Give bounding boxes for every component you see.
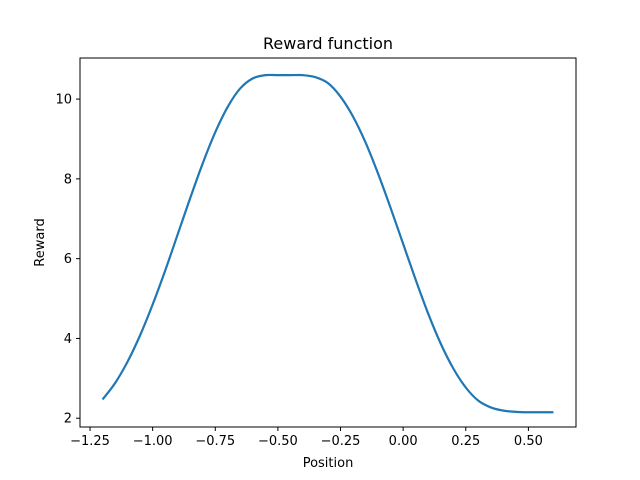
x-axis-label: Position [303, 456, 354, 471]
reward-series-line [101, 73, 554, 414]
x-tick-label: −0.25 [321, 434, 361, 449]
x-tick-label: 0.50 [514, 434, 543, 449]
y-axis-ticks: 2 4 6 8 10 [55, 93, 80, 427]
x-tick-label: −1.25 [70, 434, 110, 449]
x-tick-label: −1.00 [133, 434, 173, 449]
chart-title: Reward function [263, 34, 393, 53]
y-axis-label: Reward [33, 218, 48, 266]
x-tick-label: 0.25 [451, 434, 480, 449]
plot-frame [79, 57, 577, 428]
y-tick-label: 10 [55, 93, 72, 108]
y-tick-label: 8 [64, 172, 72, 187]
x-tick-label: −0.50 [258, 434, 298, 449]
line-layer [101, 73, 554, 414]
y-tick-label: 2 [64, 412, 72, 427]
x-tick-label: −0.75 [195, 434, 235, 449]
x-tick-label: 0.00 [389, 434, 418, 449]
y-tick-label: 6 [64, 252, 72, 267]
y-tick-label: 4 [64, 332, 72, 347]
x-axis-ticks: −1.25 −1.00 −0.75 −0.50 −0.25 0.00 0.25 0.50 [70, 427, 543, 449]
